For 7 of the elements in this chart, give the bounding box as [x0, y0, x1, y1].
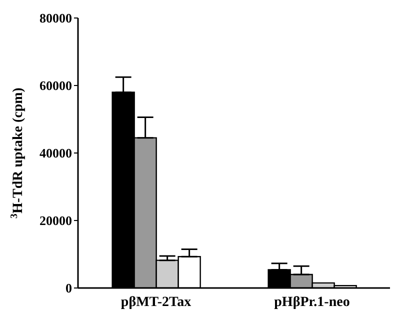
- y-tick-label: 80000: [40, 10, 72, 26]
- y-tick-label: 0: [66, 280, 72, 296]
- y-tick-label: 40000: [40, 146, 72, 161]
- x-tick-label: pβMT-2Tax: [120, 294, 192, 310]
- y-tick-label: 60000: [40, 78, 72, 94]
- y-tick-label: 20000: [40, 213, 72, 228]
- x-tick-label: pHβPr.1-neo: [274, 294, 350, 310]
